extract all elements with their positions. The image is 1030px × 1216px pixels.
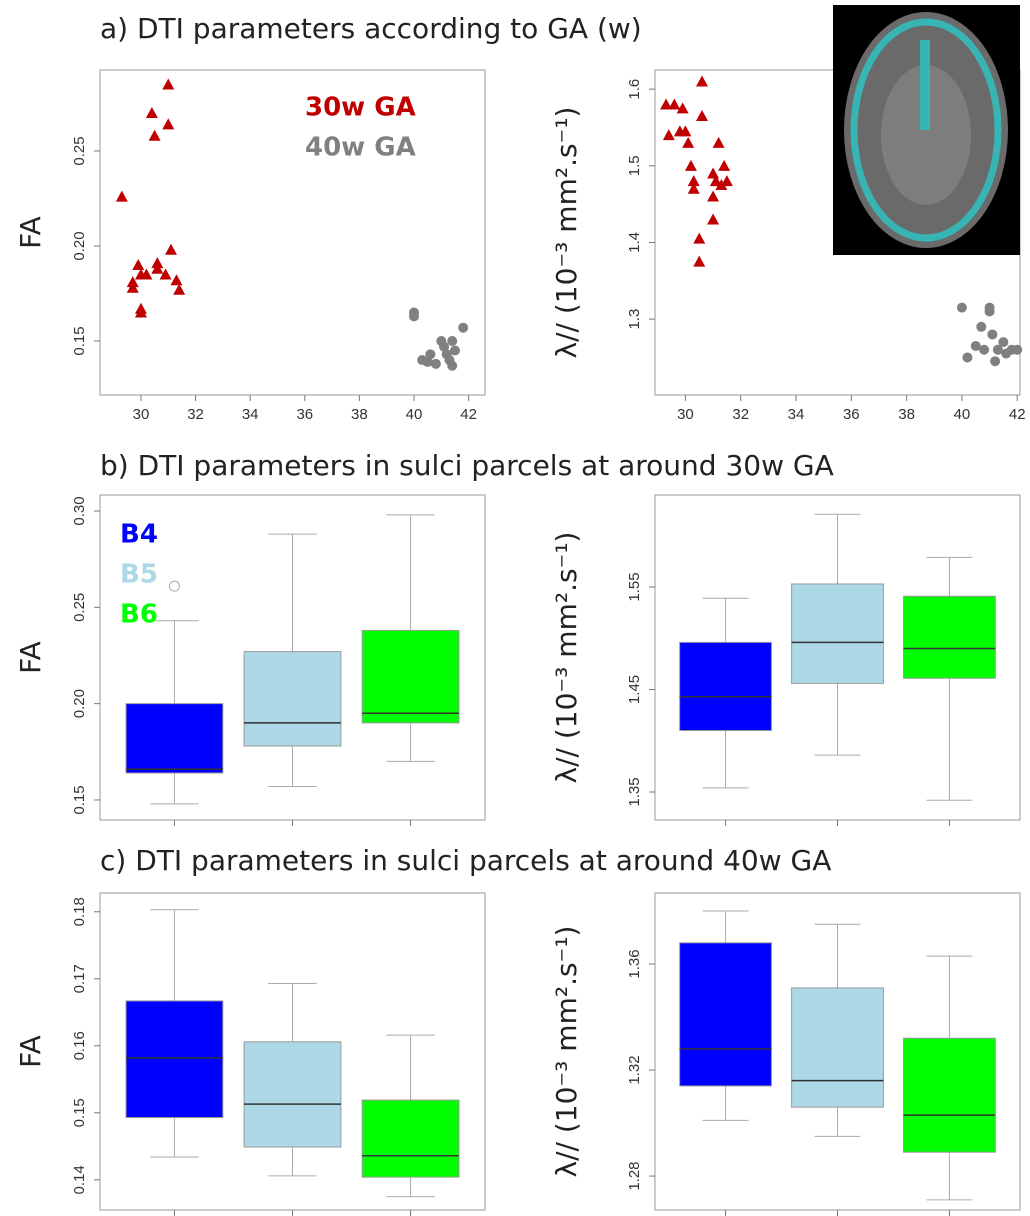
- circle-point: [979, 345, 989, 355]
- x-tick-label: 30: [677, 406, 694, 423]
- y-tick-label: 0.20: [71, 689, 88, 718]
- y-axis-label: FA: [14, 1035, 47, 1068]
- circle-point: [450, 346, 460, 356]
- y-tick-label: 1.45: [626, 675, 643, 704]
- midline: [920, 40, 930, 130]
- box: [362, 1100, 459, 1177]
- circle-point: [409, 311, 419, 321]
- circle-point: [425, 349, 435, 359]
- legend-entry: B4: [120, 520, 158, 550]
- y-tick-label: 0.15: [71, 1098, 88, 1127]
- panel-title: c) DTI parameters in sulci parcels at ar…: [100, 844, 831, 877]
- box: [792, 584, 884, 683]
- x-tick-label: 42: [460, 406, 477, 423]
- y-axis-label: λ// (10⁻³ mm².s⁻¹): [550, 532, 583, 784]
- x-tick-label: 38: [351, 406, 368, 423]
- box: [244, 652, 341, 746]
- y-tick-label: 0.14: [71, 1165, 88, 1194]
- x-tick-label: 32: [732, 406, 749, 423]
- y-axis-label: FA: [14, 641, 47, 674]
- brain-inset: [833, 5, 1020, 255]
- y-tick-label: 1.4: [626, 232, 643, 253]
- legend-entry: 30w GA: [305, 93, 416, 123]
- x-tick-label: 40: [954, 406, 971, 423]
- box: [244, 1042, 341, 1147]
- box: [904, 596, 996, 678]
- box: [126, 704, 223, 773]
- y-tick-label: 0.18: [71, 897, 88, 926]
- legend-entry: B6: [120, 600, 158, 630]
- box: [362, 630, 459, 722]
- x-tick-label: 38: [898, 406, 915, 423]
- circle-point: [431, 359, 441, 369]
- box: [680, 642, 772, 730]
- box: [680, 943, 772, 1086]
- x-tick-label: 36: [843, 406, 860, 423]
- circle-point: [987, 329, 997, 339]
- circle-point: [957, 303, 967, 313]
- circle-point: [976, 322, 986, 332]
- y-tick-label: 1.36: [626, 949, 643, 978]
- y-tick-label: 1.6: [626, 79, 643, 100]
- y-tick-label: 0.16: [71, 1031, 88, 1060]
- circle-point: [990, 356, 1000, 366]
- circle-point: [985, 306, 995, 316]
- panel-title: b) DTI parameters in sulci parcels at ar…: [100, 449, 834, 482]
- circle-point: [962, 352, 972, 362]
- legend-entry: B5: [120, 560, 158, 590]
- circle-point: [458, 323, 468, 333]
- y-tick-label: 1.55: [626, 572, 643, 601]
- y-tick-label: 0.30: [71, 496, 88, 525]
- panel-title: a) DTI parameters according to GA (w): [100, 12, 642, 45]
- x-tick-label: 42: [1009, 406, 1026, 423]
- circle-point: [1012, 345, 1022, 355]
- y-tick-label: 0.20: [71, 231, 88, 260]
- x-tick-label: 30: [133, 406, 150, 423]
- circle-point: [998, 337, 1008, 347]
- y-tick-label: 1.32: [626, 1055, 643, 1084]
- x-tick-label: 34: [242, 406, 259, 423]
- y-axis-label: FA: [14, 216, 47, 249]
- y-axis-label: λ// (10⁻³ mm².s⁻¹): [550, 926, 583, 1178]
- x-tick-label: 34: [788, 406, 805, 423]
- y-tick-label: 0.25: [71, 136, 88, 165]
- box: [792, 988, 884, 1107]
- y-tick-label: 1.5: [626, 155, 643, 176]
- y-tick-label: 1.28: [626, 1161, 643, 1190]
- circle-point: [447, 336, 457, 346]
- x-tick-label: 36: [296, 406, 313, 423]
- y-tick-label: 1.35: [626, 777, 643, 806]
- x-tick-label: 40: [406, 406, 423, 423]
- y-tick-label: 0.25: [71, 593, 88, 622]
- legend-entry: 40w GA: [305, 133, 416, 163]
- figure: a) DTI parameters according to GA (w) b) …: [0, 0, 1030, 1216]
- box: [904, 1038, 996, 1152]
- y-tick-label: 0.15: [71, 326, 88, 355]
- y-tick-label: 0.17: [71, 964, 88, 993]
- y-tick-label: 0.15: [71, 785, 88, 814]
- y-tick-label: 1.3: [626, 309, 643, 330]
- circle-point: [447, 361, 457, 371]
- y-axis-label: λ// (10⁻³ mm².s⁻¹): [550, 107, 583, 359]
- box: [126, 1001, 223, 1118]
- x-tick-label: 32: [187, 406, 204, 423]
